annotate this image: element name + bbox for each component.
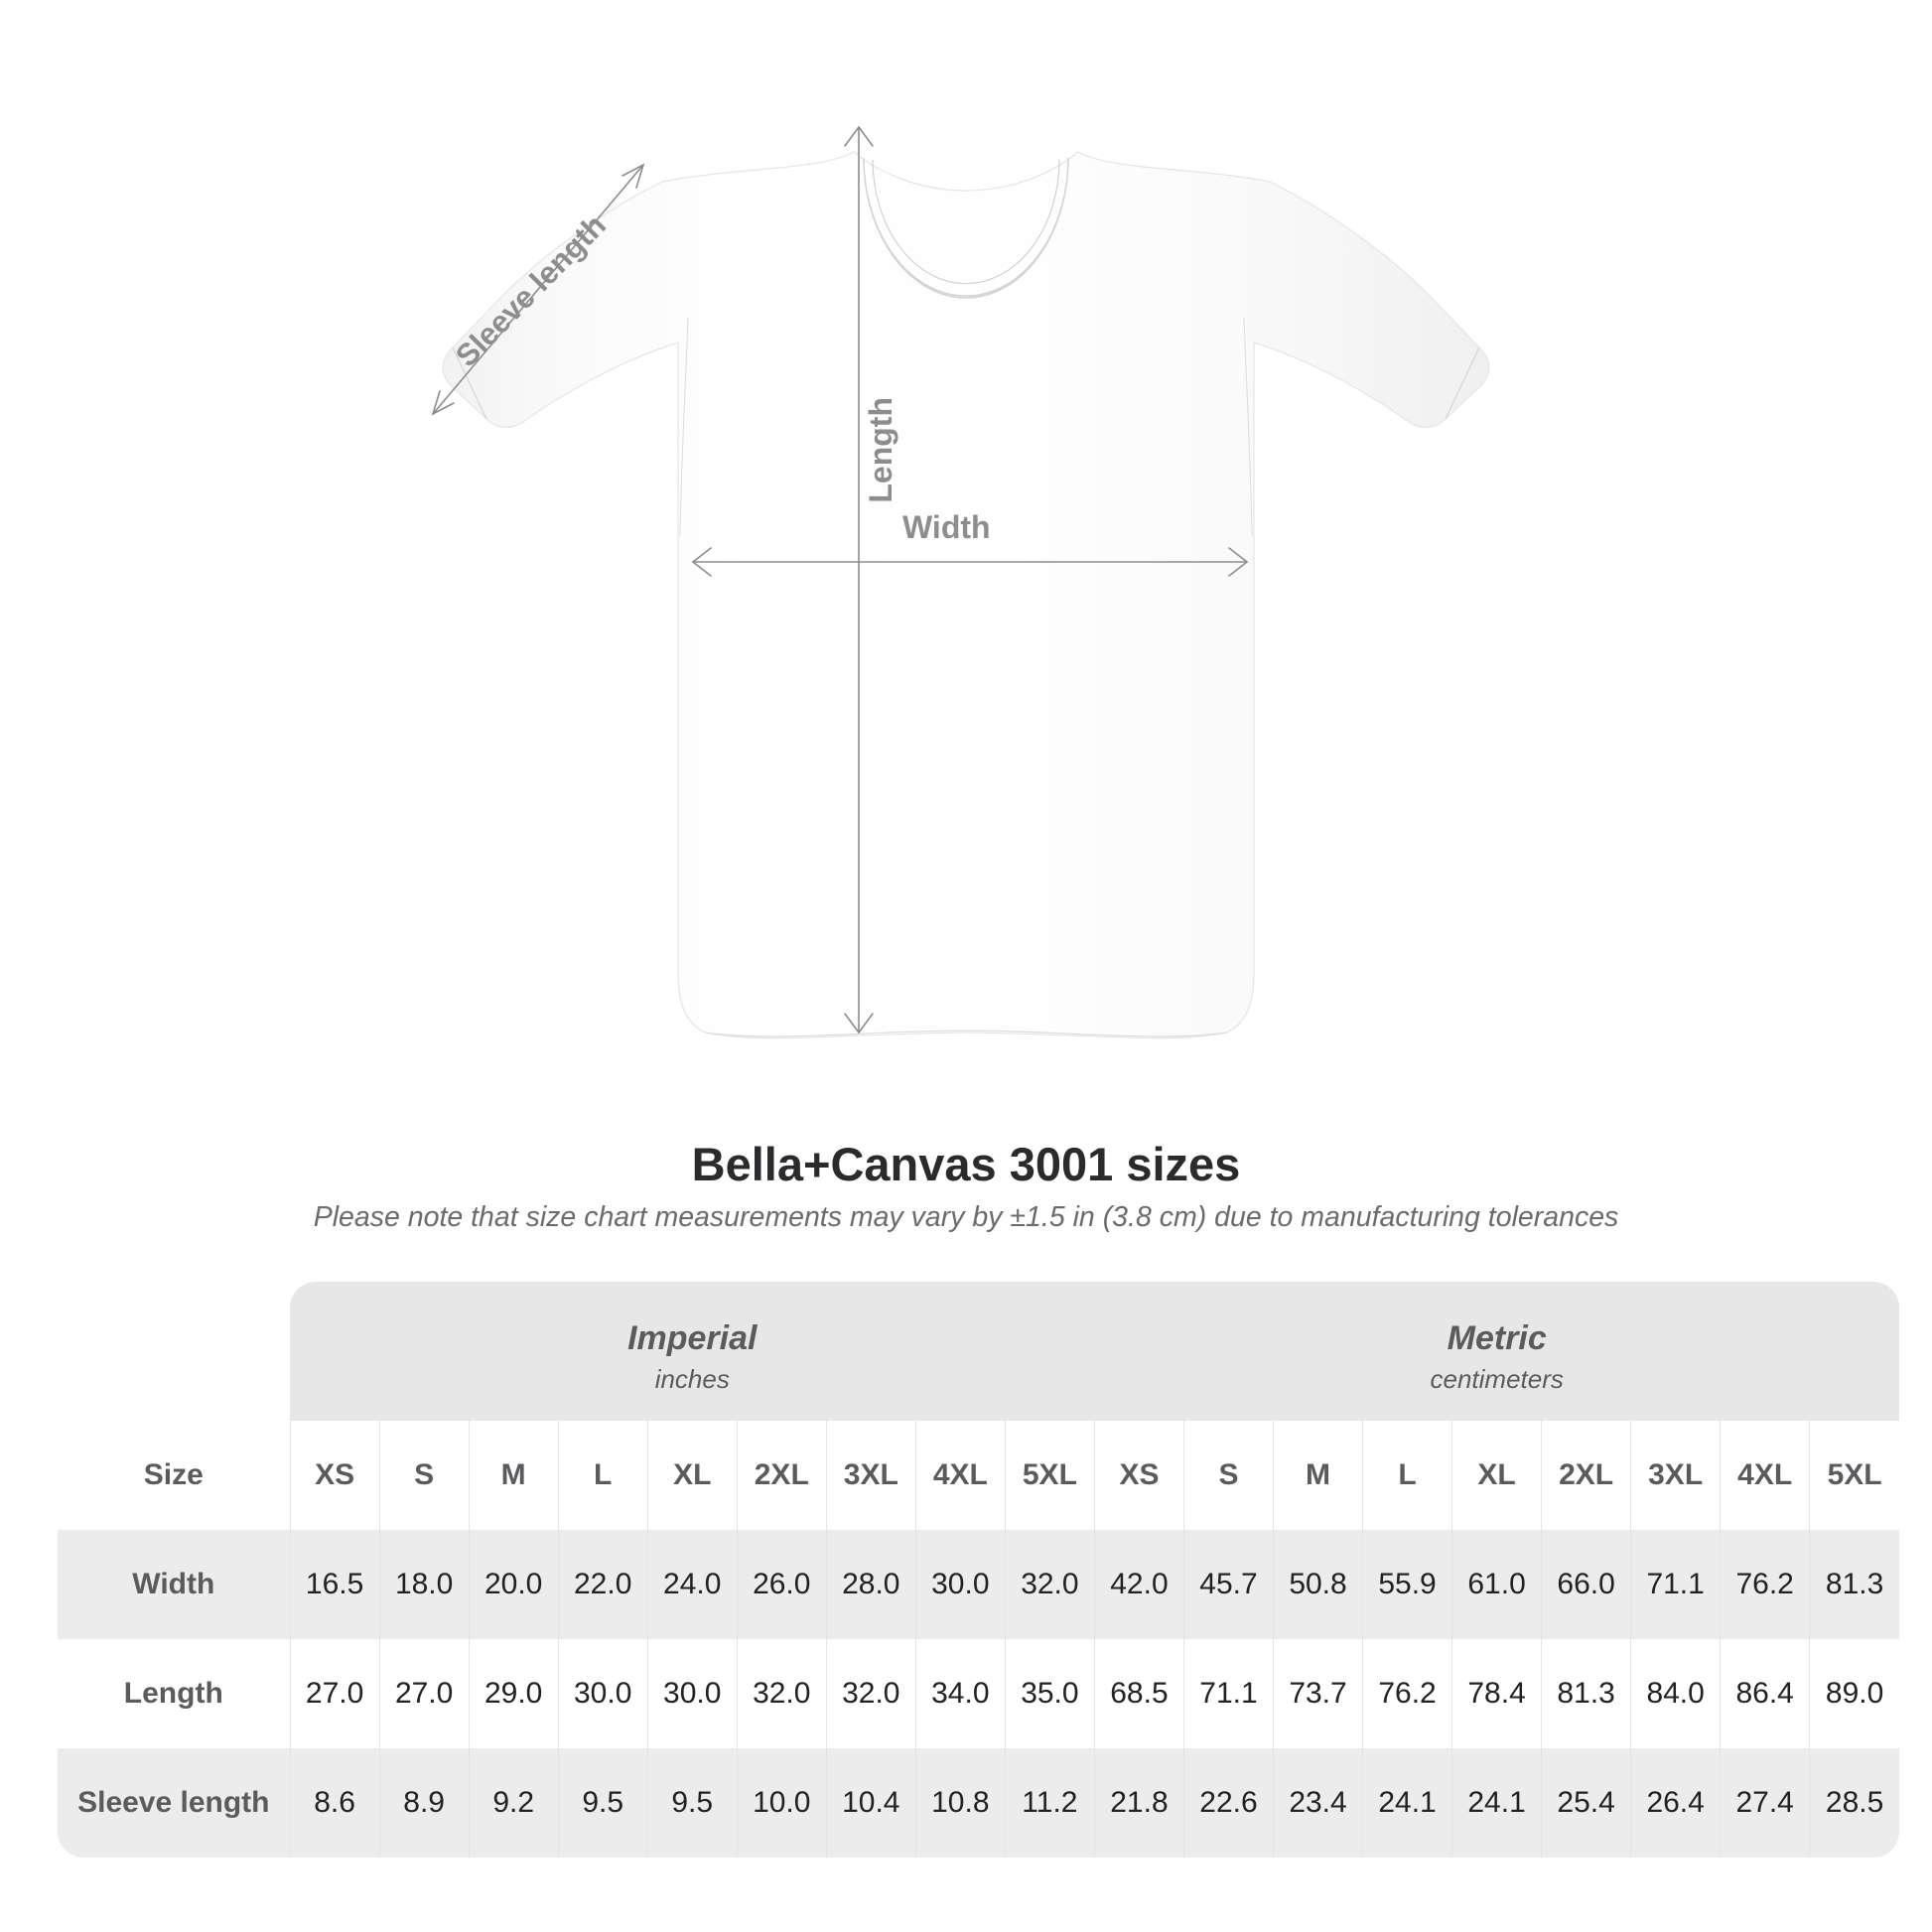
- svg-text:Length: Length: [863, 397, 898, 503]
- svg-text:Width: Width: [902, 509, 991, 545]
